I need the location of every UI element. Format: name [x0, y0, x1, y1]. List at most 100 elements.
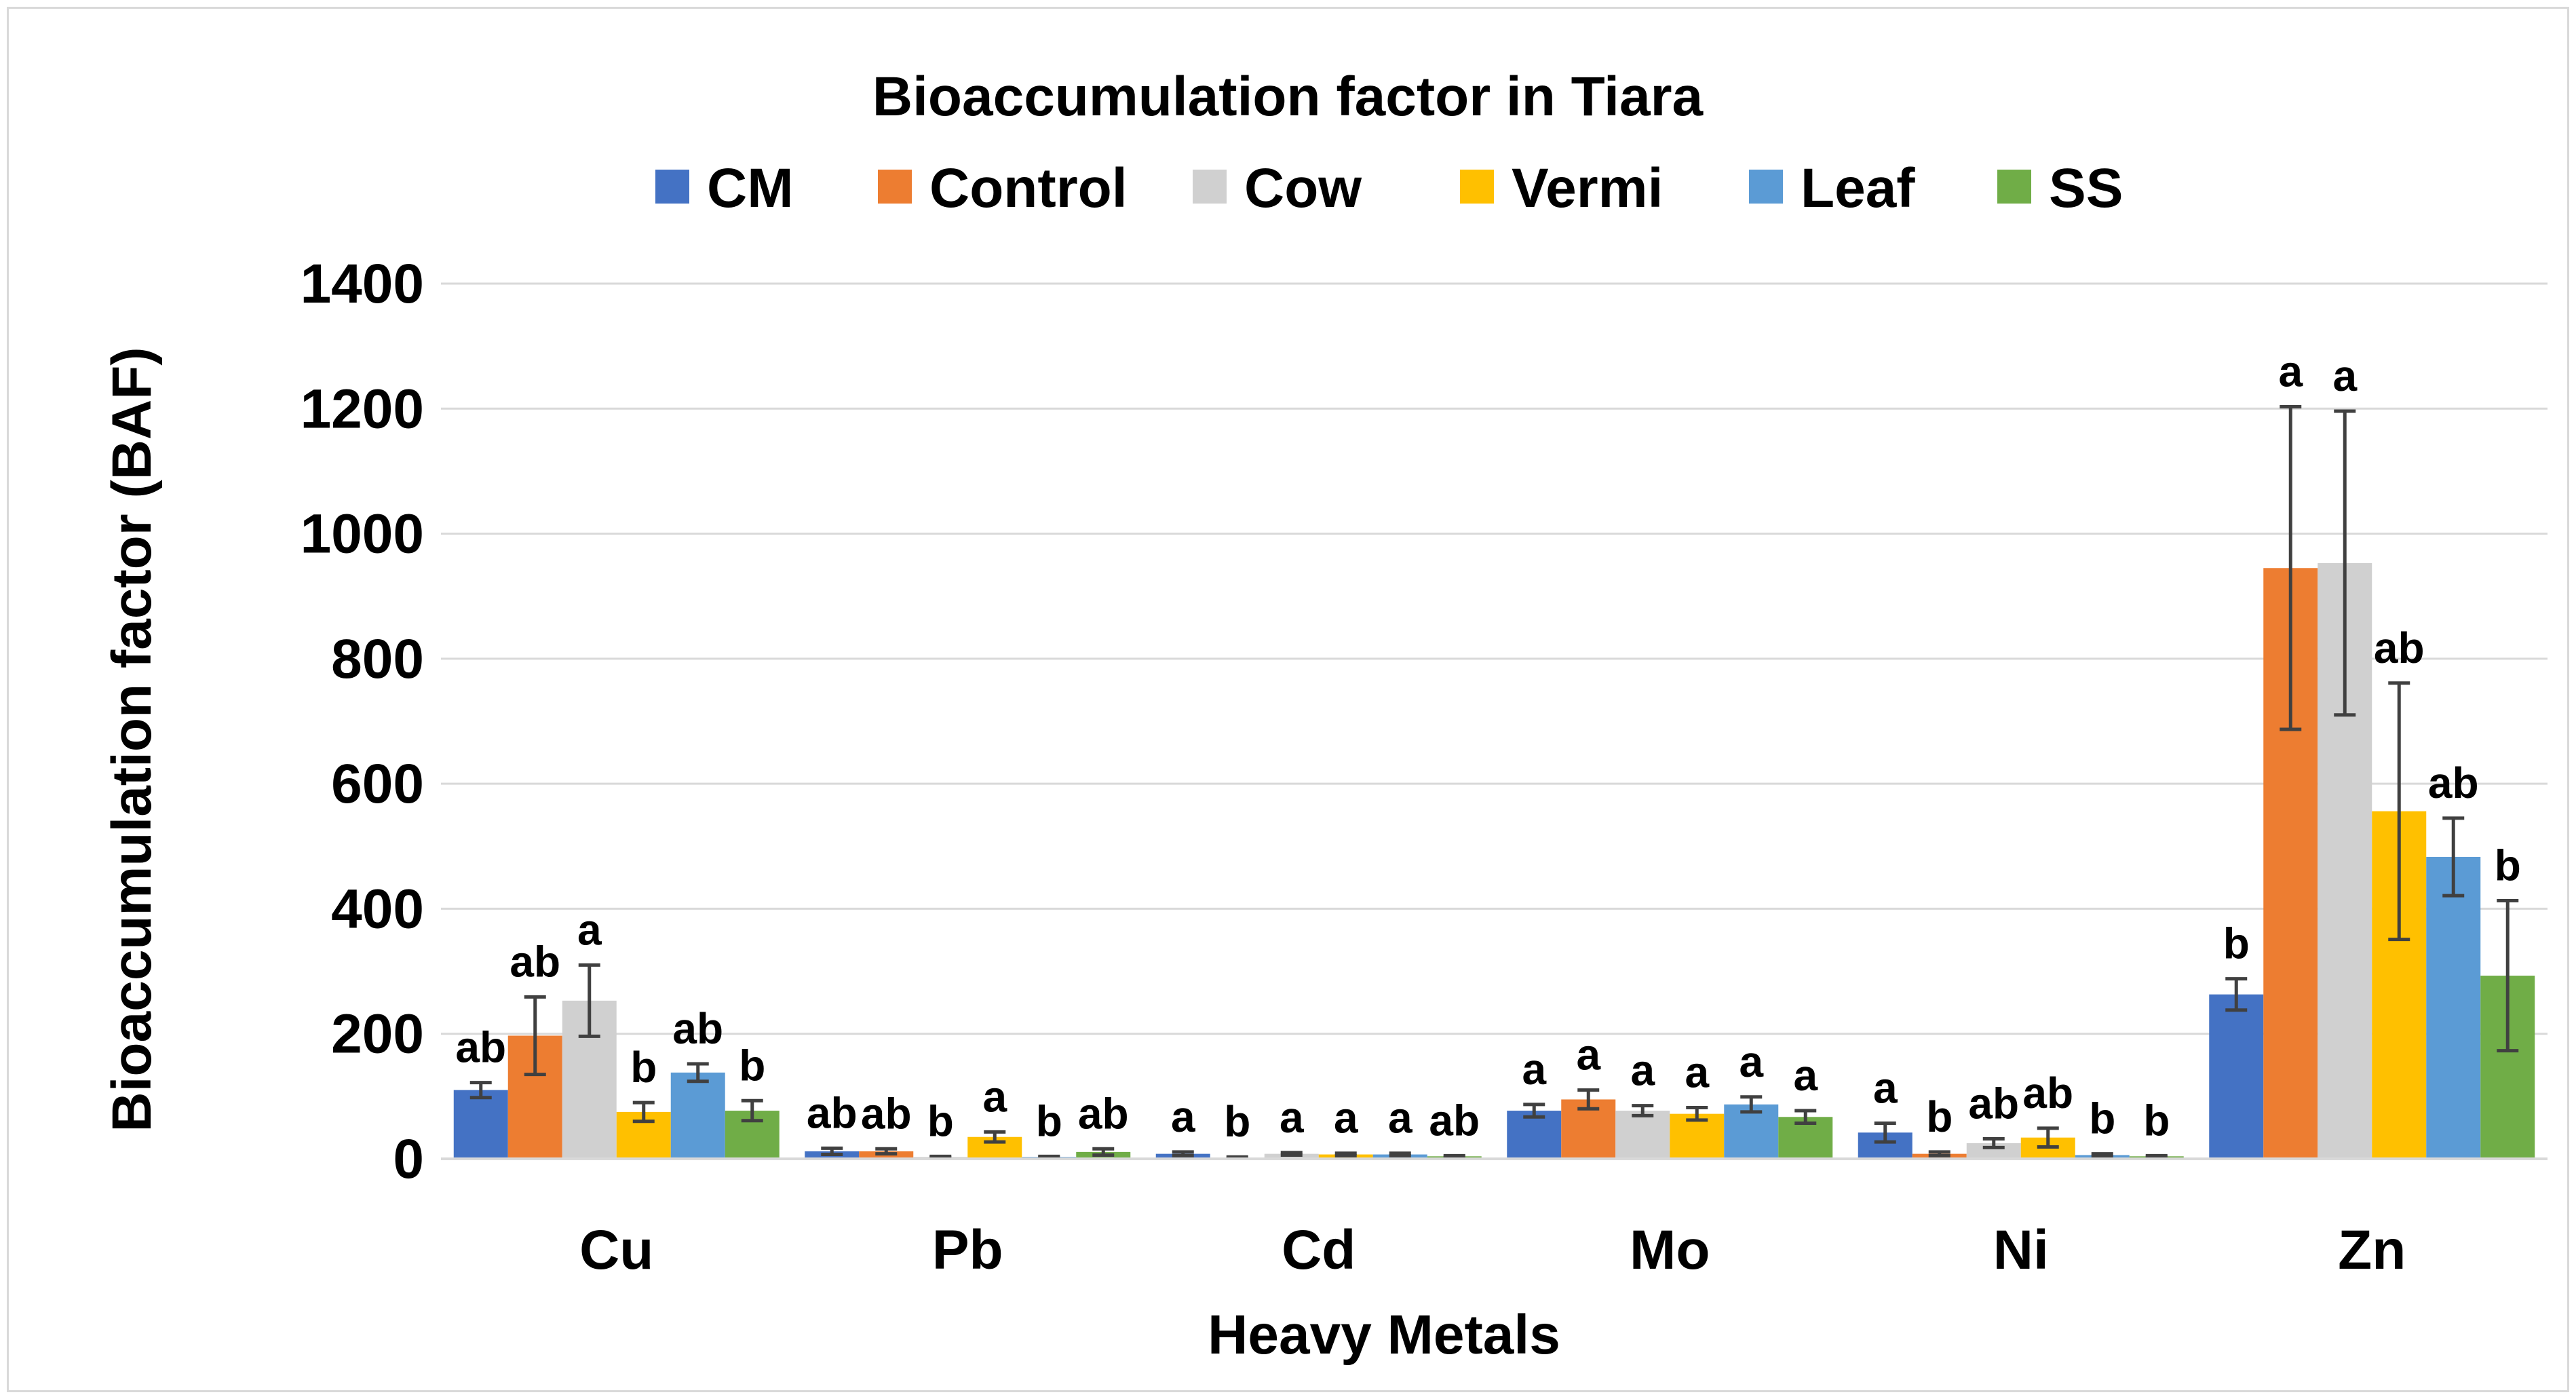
legend-label-control: Control [929, 157, 1127, 219]
error-bar-vermi-cu [632, 1100, 655, 1124]
bar-cow-ni [1966, 1143, 2021, 1159]
sig-label-ss-mo: a [1793, 1051, 1818, 1100]
error-bar-vermi-mo [1686, 1105, 1708, 1122]
error-bar-control-zn [2280, 405, 2302, 731]
sig-label-vermi-mo: a [1685, 1048, 1709, 1096]
sig-label-control-pb: ab [861, 1089, 912, 1138]
legend-label-leaf: Leaf [1801, 157, 1915, 219]
error-bar-control-ni [1928, 1150, 1950, 1157]
sig-label-control-zn: a [2278, 347, 2303, 396]
chart-frame [7, 7, 2569, 1392]
error-bar-cm-ni [1874, 1121, 1896, 1144]
sig-label-control-cu: ab [510, 937, 560, 986]
sig-label-cow-mo: a [1630, 1046, 1655, 1095]
error-bar-leaf-ni [2091, 1152, 2113, 1158]
y-tick-label: 800 [331, 628, 424, 690]
legend: CM Control Cow Vermi Leaf SS [655, 157, 2123, 219]
gridlines [441, 282, 2548, 1035]
error-bar-leaf-cu [687, 1062, 709, 1084]
error-bar-cm-pb [821, 1146, 843, 1157]
x-tick-label-zn: Zn [2338, 1219, 2406, 1281]
y-tick-label: 1000 [301, 503, 424, 565]
bar-cm-mo [1507, 1111, 1562, 1159]
legend-label-vermi: Vermi [1512, 157, 1663, 219]
bars [453, 562, 2535, 1159]
y-tick-label: 400 [331, 878, 424, 940]
x-tick-label-mo: Mo [1630, 1219, 1710, 1281]
legend-label-cow: Cow [1244, 157, 1362, 219]
error-bar-control-pb [875, 1147, 898, 1156]
error-bar-cow-cd [1280, 1151, 1303, 1157]
sig-label-leaf-cu: ab [672, 1004, 723, 1053]
error-bars [469, 405, 2519, 1160]
legend-swatch-leaf [1749, 170, 1783, 204]
error-bar-cm-cu [469, 1081, 492, 1100]
sig-label-cow-cd: a [1280, 1093, 1304, 1142]
sig-label-cm-zn: b [2223, 919, 2250, 968]
y-tick-label: 1200 [301, 378, 424, 440]
y-axis-ticks: 0 200 400 600 800 1000 1200 1400 [301, 253, 424, 1190]
sig-label-ss-cd: ab [1429, 1096, 1480, 1145]
legend-swatch-vermi [1460, 170, 1494, 204]
sig-label-vermi-cd: a [1334, 1094, 1358, 1143]
sig-label-ss-pb: ab [1078, 1089, 1129, 1138]
sig-label-cm-cu: ab [455, 1023, 506, 1072]
x-tick-label-cu: Cu [579, 1219, 653, 1281]
sig-label-leaf-mo: a [1739, 1037, 1763, 1086]
y-tick-label: 1400 [301, 253, 424, 315]
x-axis-label: Heavy Metals [1208, 1304, 1560, 1366]
error-bar-cm-mo [1523, 1103, 1545, 1119]
sig-label-control-cd: b [1224, 1097, 1250, 1146]
error-bar-control-mo [1577, 1088, 1600, 1111]
error-bar-cow-zn [2334, 409, 2356, 717]
error-bar-cow-mo [1632, 1104, 1654, 1117]
error-bar-leaf-mo [1740, 1095, 1763, 1114]
sig-label-ss-zn: b [2495, 841, 2521, 889]
x-tick-label-pb: Pb [932, 1219, 1003, 1281]
legend-label-cm: CM [707, 157, 794, 219]
error-bar-leaf-pb [1038, 1154, 1060, 1160]
error-bar-leaf-zn [2442, 816, 2465, 898]
sig-label-cm-cd: a [1171, 1092, 1195, 1141]
error-bar-vermi-cd [1334, 1151, 1357, 1157]
sig-label-control-ni: b [1926, 1092, 1953, 1141]
error-bar-ss-cd [1443, 1153, 1465, 1159]
error-bar-ss-zn [2497, 898, 2519, 1053]
legend-swatch-cow [1193, 170, 1227, 204]
legend-label-ss: SS [2049, 157, 2123, 219]
error-bar-leaf-cd [1389, 1151, 1411, 1157]
x-tick-label-ni: Ni [1993, 1219, 2049, 1281]
sig-label-cow-ni: ab [1968, 1079, 2019, 1128]
error-bar-ss-cu [741, 1098, 763, 1123]
error-bar-cm-cd [1172, 1150, 1194, 1157]
error-bar-ss-ni [2145, 1153, 2168, 1159]
error-bar-ss-mo [1794, 1109, 1817, 1125]
error-bar-vermi-pb [984, 1130, 1006, 1144]
sig-label-ss-ni: b [2143, 1096, 2170, 1145]
error-bar-ss-pb [1092, 1147, 1115, 1157]
error-bar-vermi-zn [2388, 681, 2410, 942]
bar-cm-zn [2209, 994, 2264, 1159]
error-bar-cow-cu [578, 963, 600, 1038]
legend-swatch-cm [655, 170, 689, 204]
sig-label-vermi-zn: ab [2374, 624, 2425, 672]
x-axis-category-labels: Cu Pb Cd Mo Ni Zn [579, 1219, 2406, 1281]
error-bar-cow-pb [929, 1154, 952, 1160]
chart-title: Bioaccumulation factor in Tiara [872, 66, 1704, 128]
bar-leaf-zn [2426, 856, 2481, 1159]
legend-swatch-control [878, 170, 912, 204]
sig-label-cow-pb: b [927, 1096, 954, 1145]
sig-label-cm-ni: a [1873, 1063, 1898, 1112]
error-bar-cm-zn [2225, 977, 2248, 1012]
y-axis-label: Bioaccumulation factor (BAF) [101, 347, 163, 1132]
bar-leaf-cu [670, 1072, 725, 1159]
y-tick-label: 600 [331, 753, 424, 815]
sig-label-cm-mo: a [1522, 1045, 1546, 1094]
legend-swatch-ss [1997, 170, 2031, 204]
sig-label-leaf-zn: ab [2428, 759, 2479, 807]
sig-label-vermi-cu: b [630, 1043, 657, 1092]
sig-label-cm-pb: ab [807, 1088, 858, 1137]
x-tick-label-cd: Cd [1282, 1219, 1356, 1281]
